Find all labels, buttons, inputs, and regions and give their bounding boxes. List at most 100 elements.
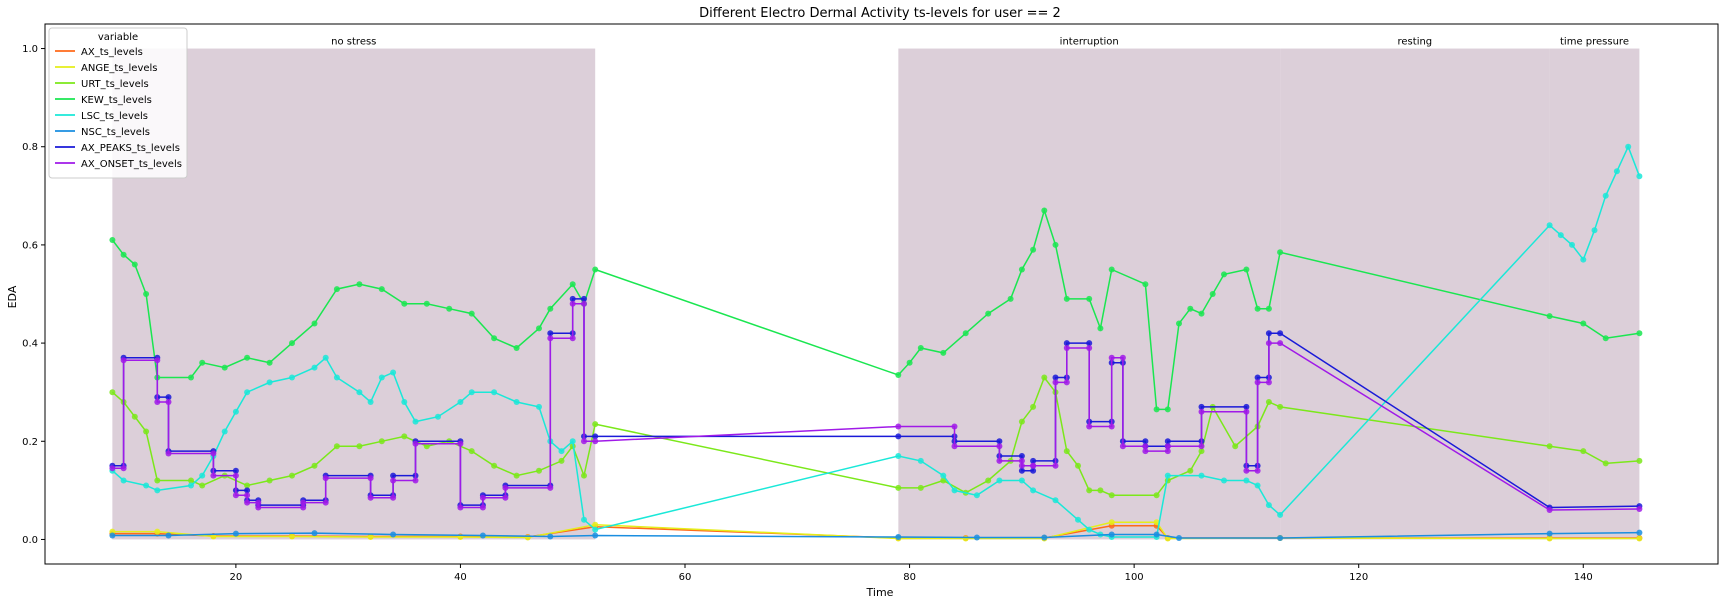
point-ax-peaks-ts-levels-50 [1063,340,1070,347]
point-kew-ts-levels-38 [1086,295,1093,302]
point-nsc-ts-levels-12 [1153,531,1160,538]
point-kew-ts-levels-51 [1265,305,1272,312]
point-kew-ts-levels-30 [962,330,969,337]
point-kew-ts-levels-12 [333,286,340,293]
point-ax-onset-ts-levels-27 [479,504,486,511]
point-ax-onset-ts-levels-20 [367,494,374,501]
point-ax-onset-ts-levels-70 [1546,507,1553,513]
point-kew-ts-levels-54 [1580,320,1587,327]
point-ax-onset-ts-levels-49 [1063,379,1070,386]
point-lsc-ts-levels-5 [199,472,206,479]
point-urt-ts-levels-41 [1153,492,1160,499]
point-ax-onset-ts-levels-9 [232,472,239,479]
point-urt-ts-levels-20 [513,472,520,479]
point-ax-peaks-ts-levels-43 [1018,453,1025,459]
point-ax-onset-ts-levels-47 [1052,462,1059,469]
point-ax-onset-ts-levels-17 [322,499,329,506]
point-kew-ts-levels-22 [547,305,554,312]
point-nsc-ts-levels-6 [547,533,554,540]
point-urt-ts-levels-51 [1580,448,1587,455]
point-urt-ts-levels-4 [154,477,161,484]
point-ax-peaks-ts-levels-34 [569,295,576,302]
point-urt-ts-levels-36 [1063,448,1070,455]
point-lsc-ts-levels-4 [188,482,194,489]
point-lsc-ts-levels-49 [1243,477,1250,484]
point-lsc-ts-levels-11 [289,374,295,381]
point-lsc-ts-levels-10 [266,379,273,386]
point-ax-onset-ts-levels-28 [479,494,486,501]
point-ax-peaks-ts-levels-35 [581,295,587,302]
point-ax-peaks-ts-levels-62 [1198,403,1205,410]
point-ax-onset-ts-levels-65 [1254,467,1261,474]
series-nsc-ts-levels [109,529,1643,541]
point-kew-ts-levels-48 [1221,271,1227,278]
point-ax-peaks-ts-levels-45 [1030,467,1037,474]
point-ange-ts-levels-12 [1153,519,1160,526]
point-nsc-ts-levels-7 [592,532,599,539]
legend-label-lsc-ts-levels: LSC_ts_levels [81,111,148,122]
point-lsc-ts-levels-8 [232,408,239,415]
point-lsc-ts-levels-9 [244,389,251,396]
point-urt-ts-levels-13 [356,443,363,450]
point-lsc-ts-levels-29 [569,438,576,445]
point-lsc-ts-levels-14 [333,374,340,381]
point-lsc-ts-levels-56 [1580,256,1587,263]
point-ax-onset-ts-levels-36 [581,438,587,445]
point-urt-ts-levels-10 [289,472,295,479]
point-ax-onset-ts-levels-11 [244,492,251,499]
point-kew-ts-levels-20 [513,345,520,351]
point-ax-peaks-ts-levels-11 [244,487,251,494]
point-urt-ts-levels-18 [468,448,475,455]
point-ax-onset-ts-levels-44 [1018,462,1025,469]
point-ax-onset-ts-levels-18 [322,475,329,482]
point-ax-onset-ts-levels-68 [1265,340,1272,347]
point-urt-ts-levels-2 [131,413,138,420]
point-urt-ts-levels-32 [1018,418,1025,425]
legend-label-ange-ts-levels: ANGE_ts_levels [81,63,158,74]
point-lsc-ts-levels-54 [1557,232,1564,239]
point-urt-ts-levels-8 [244,482,251,489]
point-ax-onset-ts-levels-3 [154,357,161,364]
point-ax-peaks-ts-levels-57 [1142,438,1149,445]
point-kew-ts-levels-15 [401,300,408,307]
point-urt-ts-levels-15 [401,433,408,440]
point-kew-ts-levels-8 [244,354,251,361]
point-ax-onset-ts-levels-8 [210,472,217,479]
x-tick-label-80: 80 [903,572,916,583]
point-lsc-ts-levels-60 [1625,143,1632,150]
series-kew-ts-levels [109,207,1643,413]
point-nsc-ts-levels-14 [1277,535,1284,541]
point-ax-onset-ts-levels-39 [951,423,958,430]
point-lsc-ts-levels-21 [435,413,441,420]
point-lsc-ts-levels-55 [1569,241,1575,248]
point-lsc-ts-levels-16 [367,399,374,405]
x-tick-label-40: 40 [454,572,467,583]
point-lsc-ts-levels-22 [457,399,464,405]
point-lsc-ts-levels-2 [143,482,150,489]
point-urt-ts-levels-33 [1030,403,1037,410]
legend-label-kew-ts-levels: KEW_ts_levels [81,95,152,106]
point-ax-peaks-ts-levels-66 [1254,374,1261,381]
plot-frame [44,23,1719,565]
point-urt-ts-levels-24 [581,472,587,479]
point-ax-onset-ts-levels-29 [502,494,509,501]
point-nsc-ts-levels-11 [1108,531,1115,538]
point-kew-ts-levels-29 [940,349,947,356]
point-ax-onset-ts-levels-6 [165,450,172,457]
point-lsc-ts-levels-7 [221,428,228,435]
x-tick-label-60: 60 [679,572,692,583]
point-ax-onset-ts-levels-71 [1636,506,1643,512]
point-urt-ts-levels-49 [1277,403,1284,410]
x-tick-label-120: 120 [1349,572,1368,583]
series-line-lsc-ts-levels [111,144,1641,538]
point-ax-onset-ts-levels-59 [1164,448,1171,455]
point-lsc-ts-levels-30 [581,516,587,523]
point-ax-peaks-ts-levels-60 [1164,438,1171,445]
point-lsc-ts-levels-18 [390,369,397,376]
point-kew-ts-levels-26 [895,372,902,378]
point-ax-onset-ts-levels-30 [502,484,509,491]
point-ax-peaks-ts-levels-63 [1243,403,1250,410]
y-tick-label-0-6: 0.6 [22,240,38,251]
legend-label-ax-ts-levels: AX_ts_levels [81,47,143,58]
